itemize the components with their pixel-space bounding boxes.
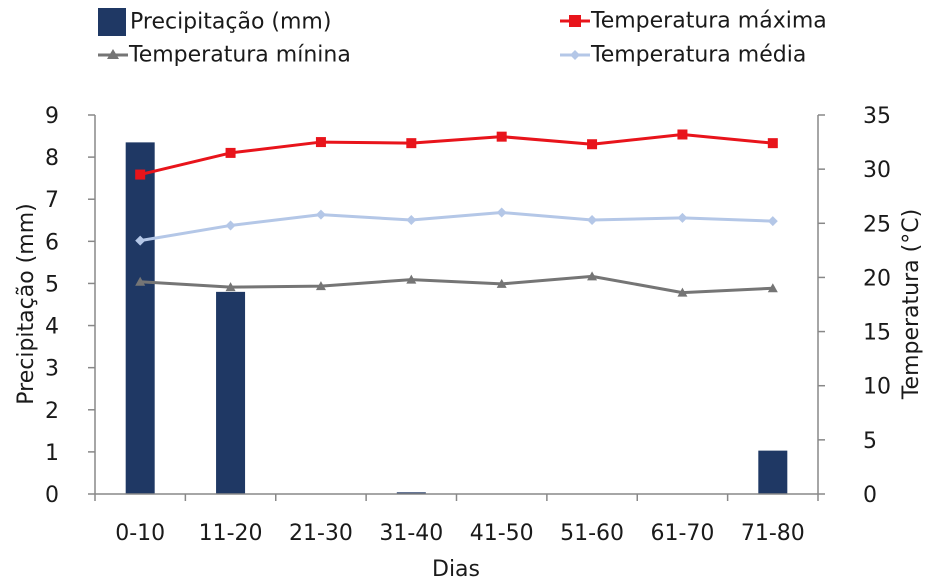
left-tick-label: 3 bbox=[45, 357, 59, 382]
series-point bbox=[315, 281, 326, 291]
legend-label: Temperatura média bbox=[591, 42, 807, 68]
right-tick-label: 5 bbox=[863, 429, 877, 454]
precipitation-bar bbox=[125, 142, 155, 494]
right-tick-label: 25 bbox=[863, 212, 891, 237]
series-point bbox=[677, 287, 688, 297]
right-tick-label: 35 bbox=[863, 104, 891, 129]
left-tick-label: 8 bbox=[45, 146, 59, 171]
precipitation-bar bbox=[216, 291, 246, 494]
series-point bbox=[406, 138, 417, 149]
left-tick-label: 5 bbox=[45, 272, 59, 297]
x-tick-label: 0-10 bbox=[115, 521, 165, 546]
y-right-axis-title: Temperatura (°C) bbox=[899, 209, 924, 400]
legend-label: Temperatura máxima bbox=[591, 8, 827, 34]
series-point bbox=[406, 274, 417, 284]
legend-line-swatch bbox=[560, 50, 590, 60]
legend-bar-swatch bbox=[98, 8, 126, 36]
right-tick-label: 0 bbox=[863, 483, 877, 508]
series-point bbox=[225, 220, 236, 231]
axes bbox=[94, 115, 819, 495]
series-point bbox=[315, 209, 326, 220]
x-tick-label: 21-30 bbox=[289, 521, 353, 546]
series-point bbox=[587, 271, 598, 281]
series-point bbox=[677, 212, 688, 223]
series-point bbox=[225, 147, 236, 158]
precipitation-bar bbox=[758, 450, 788, 494]
x-axis-ticks: 0-10 11-20 21-30 31-40 41-50 51-60 61-70 71-80 bbox=[94, 494, 819, 546]
legend-line-swatch bbox=[98, 49, 128, 59]
x-tick-label: 31-40 bbox=[379, 521, 443, 546]
left-tick-label: 7 bbox=[45, 188, 59, 213]
left-axis-ticks: 0 1 2 3 4 5 6 7 8 9 bbox=[45, 104, 95, 508]
legend-label: Temperatura mínina bbox=[129, 42, 351, 68]
x-tick-label: 41-50 bbox=[470, 521, 534, 546]
x-tick-label: 51-60 bbox=[560, 521, 624, 546]
legend-line-swatch bbox=[560, 15, 590, 27]
precipitation-bar bbox=[396, 492, 426, 494]
left-tick-label: 0 bbox=[45, 483, 59, 508]
series-line bbox=[140, 274, 773, 295]
series-point bbox=[135, 276, 146, 286]
left-tick-label: 9 bbox=[45, 104, 59, 129]
series-point bbox=[587, 139, 598, 150]
series-point bbox=[587, 215, 598, 226]
series-point bbox=[135, 235, 146, 246]
temperature-lines bbox=[135, 129, 778, 297]
series-point bbox=[677, 129, 688, 140]
left-tick-label: 4 bbox=[45, 315, 59, 340]
right-axis-ticks: 0 5 10 15 20 25 30 35 bbox=[818, 104, 891, 508]
legend-tmed: Temperatura média bbox=[560, 42, 806, 68]
series-point bbox=[496, 131, 507, 142]
series-line bbox=[139, 132, 773, 177]
right-tick-label: 20 bbox=[863, 266, 891, 291]
series-point bbox=[135, 169, 146, 180]
left-tick-label: 1 bbox=[45, 441, 59, 466]
left-tick-label: 6 bbox=[45, 230, 59, 255]
series-point bbox=[767, 216, 778, 227]
x-axis-title: Dias bbox=[432, 557, 480, 582]
right-tick-label: 15 bbox=[863, 321, 891, 346]
left-tick-label: 2 bbox=[45, 399, 59, 424]
series-point bbox=[496, 207, 507, 218]
series-point bbox=[767, 283, 778, 293]
right-tick-label: 10 bbox=[863, 375, 891, 400]
x-tick-label: 61-70 bbox=[650, 521, 714, 546]
legend-tmin: Temperatura mínina bbox=[98, 42, 351, 68]
legend-tmax: Temperatura máxima bbox=[560, 8, 827, 34]
series-point bbox=[225, 282, 236, 292]
legend-label: Precipitação (mm) bbox=[130, 9, 332, 35]
precipitation-bars bbox=[125, 142, 788, 494]
series-point bbox=[767, 138, 778, 149]
series-point bbox=[315, 137, 326, 148]
right-tick-label: 30 bbox=[863, 158, 891, 183]
x-tick-label: 71-80 bbox=[741, 521, 805, 546]
y-left-axis-title: Precipitação (mm) bbox=[14, 203, 39, 404]
series-point bbox=[406, 215, 417, 226]
x-tick-label: 11-20 bbox=[199, 521, 263, 546]
legend-precipitacao: Precipitação (mm) bbox=[98, 8, 331, 36]
series-point bbox=[496, 278, 507, 288]
series-line bbox=[139, 210, 773, 243]
